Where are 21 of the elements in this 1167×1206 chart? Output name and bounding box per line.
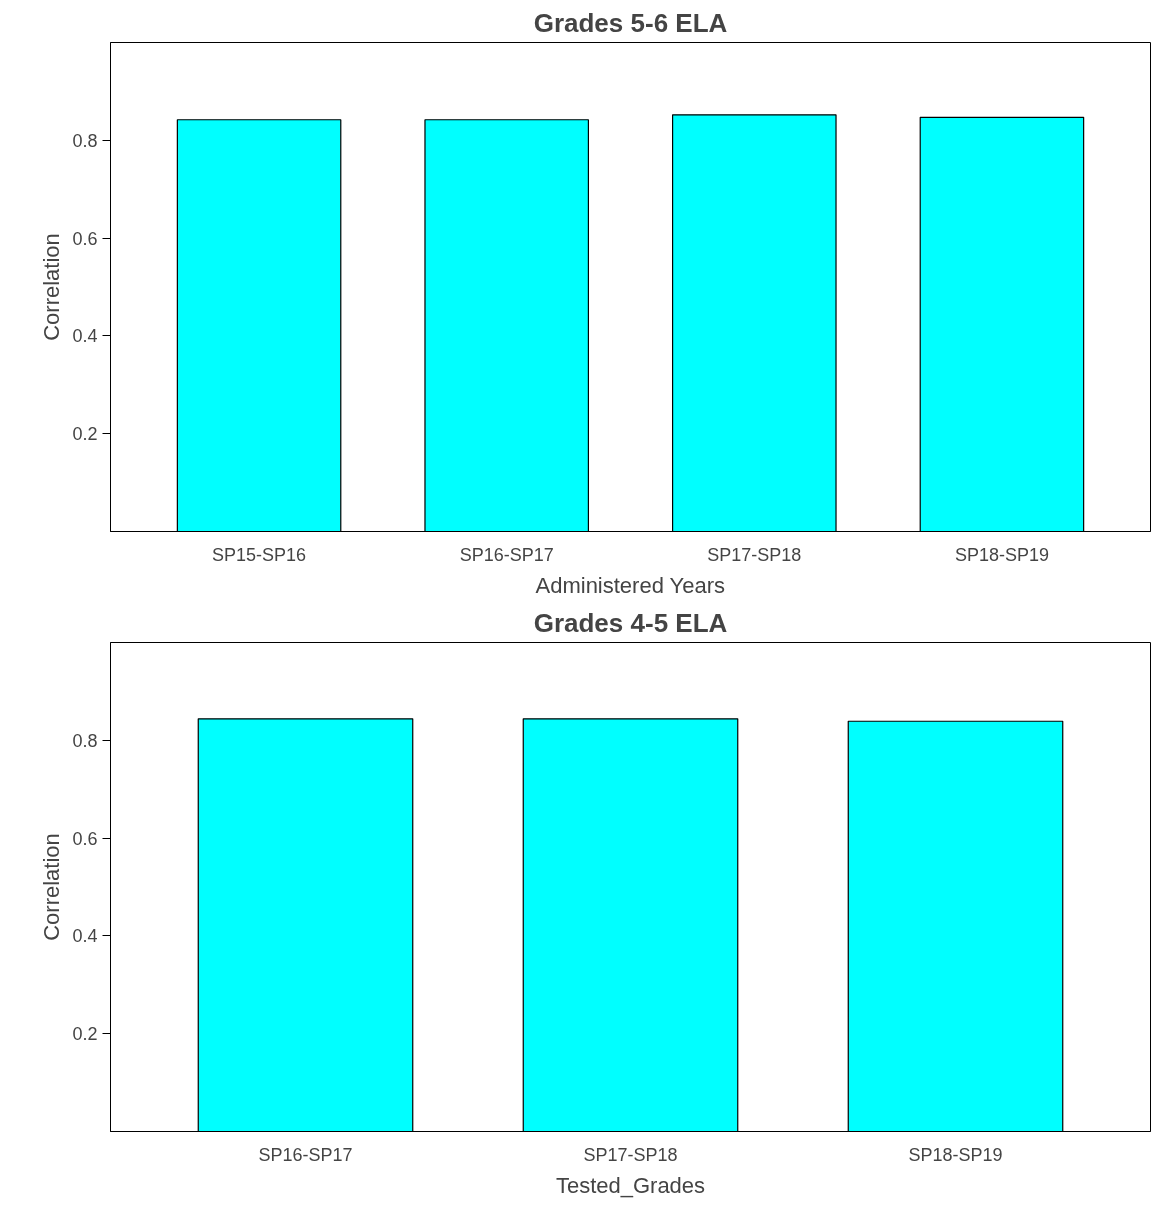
y-tick-label: 0.6 <box>72 828 98 849</box>
y-tick-label: 0.8 <box>72 730 98 751</box>
x-tick-label: SP17-SP18 <box>583 1144 678 1165</box>
x-tick-label: SP18-SP19 <box>954 544 1049 565</box>
y-tick-label: 0.2 <box>72 1024 98 1045</box>
x-axis-title: Administered Years <box>535 572 726 598</box>
y-tick-label: 0.6 <box>72 228 98 249</box>
y-axis-title: Correlation <box>39 233 65 341</box>
x-tick-label: SP18-SP19 <box>908 1144 1003 1165</box>
y-tick-label: 0.2 <box>72 424 98 445</box>
x-axis-title: Tested_Grades <box>555 1172 706 1198</box>
x-tick-label: SP16-SP17 <box>459 544 554 565</box>
chart-title: Grades 5-6 ELA <box>533 7 728 38</box>
chart-title: Grades 4-5 ELA <box>533 607 728 638</box>
x-tick-label: SP16-SP17 <box>258 1144 353 1165</box>
y-axis-title: Correlation <box>39 833 65 941</box>
x-tick-label: SP17-SP18 <box>707 544 802 565</box>
y-tick-label: 0.8 <box>72 130 98 151</box>
x-tick-label: SP15-SP16 <box>212 544 307 565</box>
y-tick-label: 0.4 <box>72 926 98 947</box>
y-tick-label: 0.4 <box>72 326 98 347</box>
